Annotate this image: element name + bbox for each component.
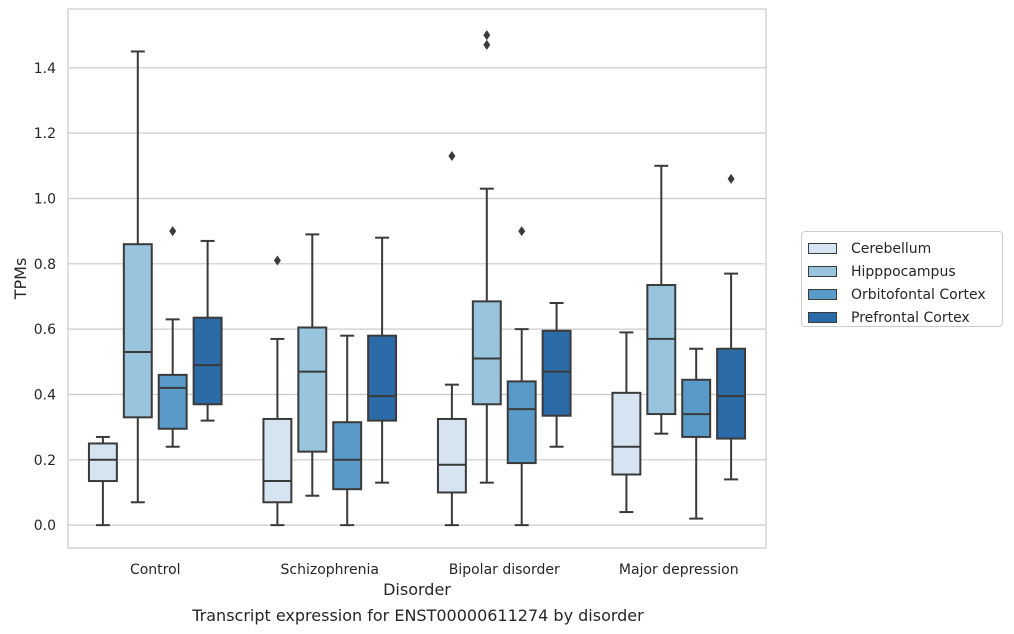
legend-item-cerebellum: Cerebellum [808, 237, 1002, 260]
y-tick-label: 0.8 [34, 257, 56, 273]
y-tick-label: 1.4 [34, 61, 56, 77]
box-0-2 [157, 226, 188, 448]
iqr-box [367, 334, 398, 422]
box-0-1 [122, 50, 153, 504]
iqr-box [87, 442, 118, 483]
iqr-box [122, 243, 153, 419]
outlier-point [727, 173, 735, 184]
iqr-box [681, 378, 712, 438]
y-tick-label: 0.0 [34, 518, 56, 534]
box-3-0 [611, 331, 642, 514]
box-1-2 [332, 334, 363, 527]
x-tick-label: Control [130, 562, 181, 578]
box-1-0 [262, 255, 293, 527]
figure-caption: Transcript expression for ENST0000061127… [192, 606, 644, 625]
x-tick-label: Bipolar disorder [449, 562, 560, 578]
x-axis-label: Disorder [383, 580, 451, 599]
box-3-3 [716, 173, 747, 481]
box-3-1 [646, 164, 677, 435]
legend-item-prefrontal: Prefrontal Cortex [808, 306, 1002, 329]
box-1-3 [367, 236, 398, 484]
x-tick-labels: Control Schizophrenia Bipolar disorder Majo… [130, 562, 739, 578]
y-tick-label: 1.2 [34, 126, 56, 142]
box-2-1 [471, 30, 502, 484]
outlier-point [483, 30, 491, 41]
iqr-box [297, 326, 328, 453]
y-tick-label: 0.6 [34, 322, 56, 338]
y-axis-label: TPMs [11, 258, 30, 301]
box-2-2 [506, 226, 537, 527]
box-3-2 [681, 347, 712, 520]
legend-swatch-cerebellum [808, 243, 837, 254]
iqr-box [471, 300, 502, 406]
x-tick-label: Major depression [619, 562, 739, 578]
iqr-box [157, 373, 188, 430]
box-0-3 [192, 239, 223, 422]
outlier-point [448, 151, 456, 161]
legend-label: Orbitofontal Cortex [851, 286, 986, 303]
x-tick-label: Schizophrenia [281, 562, 379, 578]
box-1-1 [297, 233, 328, 497]
y-tick-labels: 0.0 0.2 0.4 0.6 0.8 1.0 1.2 1.4 [34, 61, 56, 534]
box-2-0 [436, 151, 467, 527]
legend-swatch-prefrontal [808, 312, 837, 323]
y-tick-label: 0.4 [34, 387, 56, 403]
y-tick-label: 0.2 [34, 453, 56, 469]
legend: Cerebellum Hipppocampus Orbitofontal Cor… [801, 231, 1003, 327]
iqr-box [192, 316, 223, 406]
boxes [87, 30, 747, 527]
legend-item-orbitofrontal: Orbitofontal Cortex [808, 283, 1002, 306]
iqr-box [646, 284, 677, 416]
legend-label: Prefrontal Cortex [851, 309, 970, 326]
iqr-box [506, 380, 537, 465]
iqr-box [436, 417, 467, 494]
iqr-box [332, 421, 363, 491]
box-2-3 [541, 302, 572, 448]
iqr-box [716, 347, 747, 440]
plot-frame [67, 8, 767, 549]
iqr-box [262, 417, 293, 504]
outlier-point [518, 226, 526, 237]
legend-label: Hipppocampus [851, 263, 956, 280]
outlier-point [483, 39, 491, 50]
iqr-box [611, 391, 642, 476]
legend-swatch-hippocampus [808, 266, 837, 277]
legend-item-hippocampus: Hipppocampus [808, 260, 1002, 283]
legend-label: Cerebellum [851, 240, 932, 257]
y-tick-label: 1.0 [34, 191, 56, 207]
box-0-0 [87, 435, 118, 527]
iqr-box [541, 329, 572, 417]
outlier-point [169, 226, 177, 237]
legend-swatch-orbitofrontal [808, 289, 837, 300]
outlier-point [273, 255, 281, 266]
